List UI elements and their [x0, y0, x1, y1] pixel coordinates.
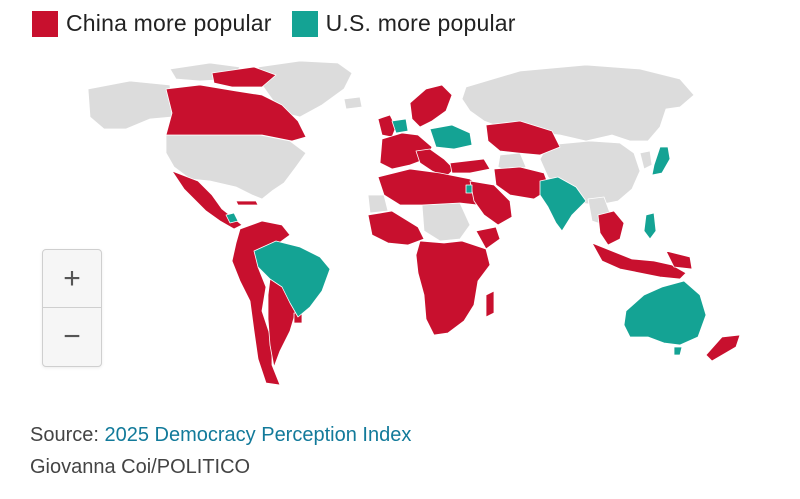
region-iceland[interactable] [343, 96, 363, 110]
us-label: U.S. more popular [325, 10, 516, 36]
credit-line: Giovanna Coi/POLITICO [30, 456, 251, 478]
region-indonesia[interactable] [591, 242, 687, 280]
region-horn-africa[interactable] [475, 226, 501, 250]
region-greenland[interactable] [257, 60, 353, 118]
region-brazil[interactable] [253, 240, 331, 318]
legend-item-china: China more popular [32, 10, 272, 37]
region-australia[interactable] [623, 280, 707, 346]
world-map[interactable] [0, 55, 800, 395]
region-kazakhstan[interactable] [485, 120, 561, 156]
region-papua[interactable] [665, 250, 693, 270]
region-scandinavia[interactable] [409, 84, 453, 128]
region-west-africa[interactable] [367, 210, 425, 246]
region-mexico[interactable] [171, 170, 243, 230]
region-tasmania[interactable] [673, 346, 683, 356]
region-benelux[interactable] [391, 118, 409, 134]
zoom-out-button[interactable]: − [43, 307, 101, 365]
legend-item-us: U.S. more popular [291, 10, 516, 37]
region-new-zealand[interactable] [705, 334, 741, 362]
region-israel[interactable] [465, 184, 473, 194]
region-cuba[interactable] [235, 200, 259, 206]
region-canada[interactable] [165, 84, 307, 142]
source-prefix: Source: [30, 424, 105, 446]
region-west-africa-gray[interactable] [367, 194, 389, 214]
china-more-popular-regions [165, 66, 741, 386]
region-thailand-vietnam[interactable] [597, 210, 625, 246]
us-swatch [291, 10, 318, 37]
region-united-states[interactable] [165, 134, 307, 200]
legend: China more popular U.S. more popular [32, 10, 536, 37]
region-sahel[interactable] [421, 202, 471, 242]
region-madagascar[interactable] [485, 290, 495, 318]
region-alaska[interactable] [87, 80, 173, 130]
region-south-america-west[interactable] [231, 220, 291, 386]
us-more-popular-regions [225, 118, 707, 356]
zoom-in-button[interactable]: + [63, 261, 81, 295]
region-korea[interactable] [639, 150, 653, 170]
source-link[interactable]: 2025 Democracy Perception Index [104, 424, 412, 446]
china-swatch [32, 10, 58, 37]
region-central-america-teal[interactable] [225, 212, 239, 224]
region-canada-arctic[interactable] [211, 66, 277, 88]
region-british-isles[interactable] [377, 114, 397, 138]
region-arabia[interactable] [469, 180, 513, 226]
zoom-control: + − [42, 249, 102, 367]
region-sub-saharan-africa[interactable] [415, 240, 491, 336]
china-label: China more popular [66, 10, 272, 36]
region-japan[interactable] [651, 146, 671, 176]
region-turkey[interactable] [449, 158, 491, 174]
region-india[interactable] [539, 176, 587, 232]
region-philippines[interactable] [643, 212, 657, 240]
region-central-europe[interactable] [429, 124, 473, 150]
source-line: Source: 2025 Democracy Perception Index [30, 424, 411, 447]
region-southern-europe[interactable] [415, 148, 455, 178]
